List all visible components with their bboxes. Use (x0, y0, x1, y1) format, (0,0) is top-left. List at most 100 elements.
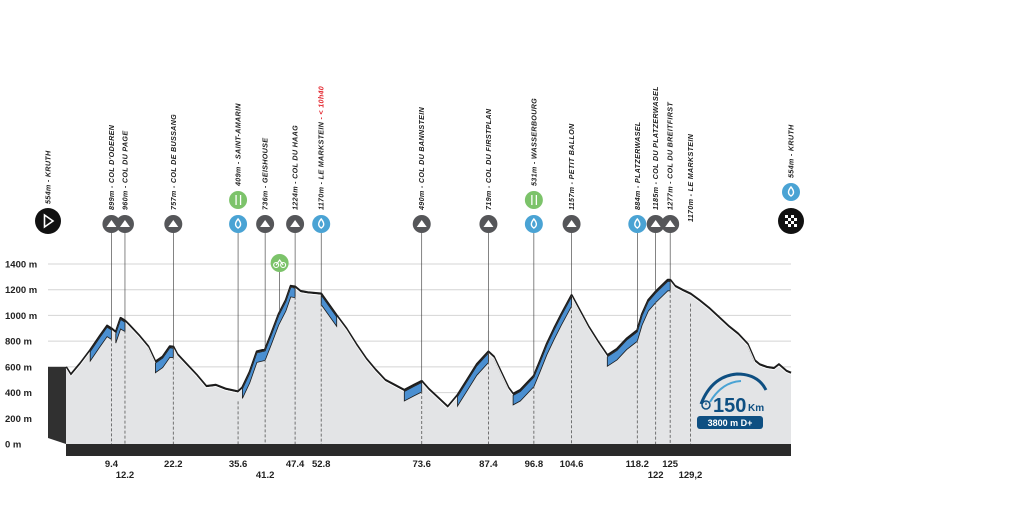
km-tick-label: 129,2 (679, 470, 703, 481)
water-marker-icon (524, 215, 543, 233)
y-tick-label: 600 m (5, 362, 32, 373)
km-tick-label: 22.2 (164, 459, 183, 470)
checkered-flag-cell (785, 215, 788, 218)
bike-frame (275, 259, 284, 266)
water-marker-icon (628, 215, 647, 233)
waypoint-label: 409m - SAINT-AMARIN (234, 103, 243, 187)
bike-wheel (273, 261, 280, 269)
mountain-icon (566, 220, 577, 227)
waypoint-label: 899m - COL D'ODEREN (107, 124, 116, 210)
checkered-flag-cell (794, 218, 797, 221)
km-tick-label: 9.4 (105, 459, 119, 470)
waypoint: 884m - PLATZERWASEL (628, 121, 647, 331)
checkered-flag-cell (791, 221, 794, 224)
mountain-icon (106, 220, 117, 227)
waypoint: 1224m - COL DU HAAG (286, 125, 305, 287)
waypoint-label: 554m - KRUTH (44, 150, 53, 204)
water-drop-icon (787, 185, 795, 197)
waypoint: 1157m - PETIT BALLON (562, 123, 581, 296)
waypoint: 1170m - LE MARKSTEIN (686, 133, 695, 222)
cutoff-time: - < 10h40 (317, 86, 326, 122)
waypoint: 554m - KRUTH (778, 124, 804, 234)
waypoint-label: 884m - PLATZERWASEL (633, 121, 642, 210)
y-tick-label: 200 m (5, 414, 32, 425)
waypoint-label: 1157m - PETIT BALLON (567, 123, 576, 210)
waypoint: 736m - GEISHOUSE (256, 138, 275, 350)
waypoint-label: 719m - COL DU FIRSTPLAN (484, 108, 493, 210)
waypoint-label: 1277m - COL DU BREITFIRST (666, 102, 675, 210)
waypoint: 757m - COL DE BUSSANG (164, 114, 183, 347)
km-tick-label: 47.4 (286, 459, 305, 470)
waypoint: 960m - COL DU PAGE (115, 131, 134, 321)
waypoint-label: 960m - COL DU PAGE (120, 131, 129, 210)
profile-outline (65, 278, 792, 408)
cycling-icon (270, 254, 289, 272)
km-tick-label: 52.8 (312, 459, 331, 470)
distance-badge: 150 Km 3800 m D+ (697, 372, 768, 429)
y-tick-label: 800 m (5, 337, 32, 348)
waypoint-label: 1185m - COL DU PLATZERWASEL (651, 86, 660, 210)
play-icon (43, 213, 55, 229)
km-tick-label: 41.2 (256, 470, 275, 481)
chart-base (66, 444, 791, 456)
waypoint-label: 1170m - LE MARKSTEIN (686, 133, 695, 222)
km-tick-label: 35.6 (229, 459, 248, 470)
terrain-fill (66, 279, 791, 444)
mountain-arc-icon (699, 372, 768, 405)
km-tick-label: 96.8 (525, 459, 544, 470)
clock-icon (701, 400, 711, 410)
checkered-flag-cell (791, 215, 794, 218)
water-drop-icon (318, 217, 325, 229)
mountain-icon (650, 220, 661, 227)
distance-unit: Km (748, 403, 764, 414)
mountain-icon (260, 220, 271, 227)
bike-wheel (280, 261, 287, 269)
mountain-icon (168, 220, 179, 227)
waypoint-label: 757m - COL DE BUSSANG (169, 114, 178, 210)
checkered-flag-cell (785, 221, 788, 224)
climb-total: 3800 m D+ (708, 418, 753, 428)
food-marker-icon (229, 191, 248, 209)
waypoint-label: 554m - KRUTH (787, 124, 796, 178)
km-tick-label: 73.6 (412, 459, 431, 470)
km-tick-label: 87.4 (479, 459, 498, 470)
waypoint-label: 531m - WASSERBOURG (529, 98, 538, 186)
profile-area (48, 278, 792, 456)
food-marker-icon (524, 191, 543, 209)
waypoint: 490m - COL DU BANNSTEIN (412, 106, 431, 382)
waypoint-label: 1170m - LE MARKSTEIN - < 10h40 (317, 86, 326, 210)
y-tick-label: 1400 m (5, 260, 37, 271)
waypoint: 554m - KRUTH (35, 150, 61, 234)
waypoint: 899m - COL D'ODEREN (102, 124, 121, 329)
mountain-icon (665, 220, 676, 227)
climb-pill (697, 416, 763, 429)
distance-value: 150 (713, 395, 746, 417)
mountain-icon (416, 220, 427, 227)
km-guide-lines (111, 289, 691, 444)
km-tick-label: 12.2 (116, 470, 135, 481)
km-tick-label: 118.2 (626, 459, 649, 470)
km-tick-label: 122 (648, 470, 664, 481)
checkered-flag-cell (788, 224, 791, 227)
water-drop-icon (530, 217, 538, 229)
waypoint: 719m - COL DU FIRSTPLAN (479, 108, 498, 352)
y-tick-label: 1000 m (5, 311, 37, 322)
km-tick-label: 104.6 (560, 459, 584, 470)
chart-left-wall (48, 366, 66, 444)
water-marker-icon (312, 215, 331, 233)
water-drop-icon (634, 217, 641, 229)
waypoint-label: 736m - GEISHOUSE (261, 138, 270, 210)
waypoint: 1185m - COL DU PLATZERWASEL (646, 86, 665, 292)
y-tick-label: 400 m (5, 388, 32, 399)
waypoint-label: 490m - COL DU BANNSTEIN (417, 106, 426, 211)
y-tick-label: 1200 m (5, 285, 37, 296)
mountain-arc-accent (709, 380, 742, 403)
waypoint: 409m - SAINT-AMARIN (229, 103, 248, 392)
checkered-flag-cell (794, 224, 797, 227)
waypoint-label: 1224m - COL DU HAAG (291, 125, 300, 210)
y-tick-label: 0 m (5, 440, 21, 451)
mountain-icon (119, 220, 130, 227)
water-marker-icon (782, 183, 800, 201)
x-axis: 9.412.2 22.2 35.6 41.2 47.4 52.8 73.6 87.4 96.8 1… (105, 459, 703, 481)
